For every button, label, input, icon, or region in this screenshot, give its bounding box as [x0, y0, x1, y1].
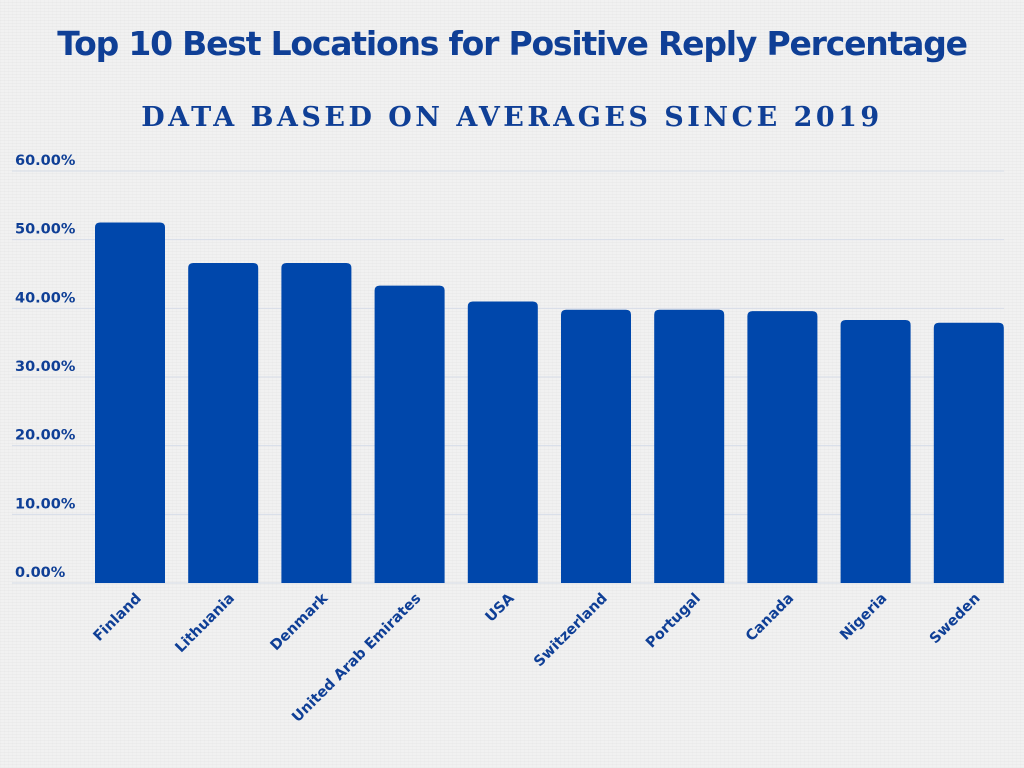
y-tick-label: 50.00% — [15, 222, 76, 238]
bar-switzerland — [561, 309, 631, 583]
y-tick-label: 0.00% — [15, 565, 66, 581]
y-tick-label: 30.00% — [15, 359, 76, 375]
x-tick-label: Denmark — [268, 590, 332, 654]
bar-nigeria — [840, 320, 911, 583]
chart-subtitle: DATA BASED ON AVERAGES SINCE 2019 — [141, 102, 883, 133]
bar-lithuania — [188, 263, 259, 583]
chart-title: Top 10 Best Locations for Positive Reply… — [57, 24, 968, 63]
bar-usa — [467, 301, 538, 583]
bar-sweden — [933, 322, 1004, 583]
y-axis-tick-labels: 0.00% 10.00% 20.00% 30.00% 40.00% 50.00% 60.00… — [15, 153, 76, 581]
bar-finland — [95, 222, 165, 583]
bars — [95, 222, 1004, 583]
y-tick-label: 20.00% — [15, 428, 76, 444]
bar-denmark — [281, 263, 352, 583]
bar-canada — [747, 311, 818, 583]
y-tick-label: 60.00% — [15, 153, 76, 169]
bar-portugal — [654, 309, 725, 583]
x-tick-label: Lithuania — [173, 591, 239, 657]
x-tick-label: Nigeria — [837, 591, 890, 644]
x-tick-label: USA — [483, 590, 519, 626]
x-tick-label: Portugal — [643, 591, 704, 652]
bar-united-arab-emirates — [374, 285, 445, 583]
x-tick-label: Sweden — [927, 591, 984, 648]
y-tick-label: 40.00% — [15, 290, 76, 306]
x-tick-label: Finland — [91, 591, 145, 645]
y-tick-label: 10.00% — [15, 496, 76, 512]
x-tick-label: Canada — [743, 591, 797, 645]
x-tick-label: Switzerland — [531, 591, 611, 671]
